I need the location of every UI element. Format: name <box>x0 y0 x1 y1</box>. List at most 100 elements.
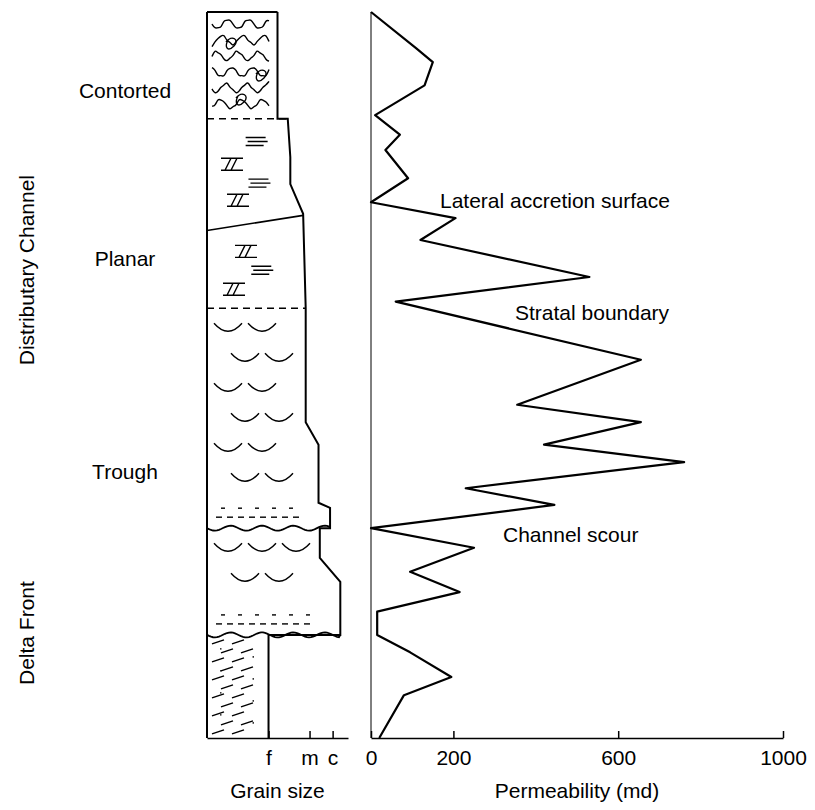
pebble <box>216 516 222 517</box>
annotation: Channel scour <box>503 523 638 546</box>
pebble <box>255 507 259 508</box>
trough-cross-bed <box>214 323 242 331</box>
dot <box>253 722 255 723</box>
lamination <box>232 676 244 680</box>
lamination <box>241 721 253 725</box>
tick: m <box>301 731 319 769</box>
grain-size-profile <box>269 12 341 738</box>
planar-cross-bed <box>227 194 249 206</box>
contorted-curl <box>226 38 236 49</box>
trough-cross-bed <box>248 443 276 451</box>
axis-line <box>372 738 784 740</box>
pebble <box>272 507 276 508</box>
axis-line <box>208 738 349 740</box>
trough-cross-bed <box>248 383 276 391</box>
trough-cross-bed <box>231 413 259 421</box>
scour-surface <box>207 526 330 531</box>
tick-label: m <box>301 746 319 769</box>
pebble <box>272 614 276 615</box>
trough-cross-bed <box>231 353 259 361</box>
trough-cross-bed <box>265 353 293 361</box>
dot <box>253 678 255 679</box>
contorted-bedding <box>212 35 269 46</box>
lamination <box>212 658 224 662</box>
permeability-panel: 02006001000Permeability (md)Lateral accr… <box>366 12 807 802</box>
pebble <box>227 623 233 624</box>
tick-mark <box>783 731 785 738</box>
pebble <box>227 516 233 517</box>
trough-cross-bed <box>214 443 242 451</box>
trough-cross-bed <box>265 473 293 481</box>
tick-label: 600 <box>601 746 636 769</box>
pebble <box>238 614 242 615</box>
lamination <box>212 712 224 716</box>
tick-mark <box>371 731 373 738</box>
dot <box>220 670 222 671</box>
tick-mark <box>309 731 311 738</box>
contorted-bedding <box>212 51 269 61</box>
sedimentary-structures <box>207 20 310 734</box>
axis-title: Permeability (md) <box>495 779 660 802</box>
lamination <box>221 649 233 653</box>
planar-cross-bed <box>235 245 257 257</box>
trough-cross-bed <box>214 543 242 551</box>
pebble <box>293 623 299 624</box>
tick-mark <box>618 731 620 738</box>
trough-cross-bed <box>282 543 310 551</box>
tick: f <box>266 731 272 769</box>
pebble <box>249 516 255 517</box>
tick-mark <box>453 731 455 738</box>
dot <box>253 656 255 657</box>
pebble <box>293 516 299 517</box>
lamination <box>221 721 233 725</box>
lamination <box>232 658 244 662</box>
dot <box>220 714 222 715</box>
axis-title: Grain size <box>230 779 325 802</box>
lamination <box>241 649 253 653</box>
contorted-bedding <box>212 20 269 28</box>
planar-cross-bed <box>223 283 245 295</box>
pebble <box>271 516 277 517</box>
contorted-curl <box>236 94 246 105</box>
tick-label: c <box>328 746 339 769</box>
lamination <box>212 730 224 734</box>
facies-label: Trough <box>92 460 158 483</box>
contorted-curl <box>256 70 266 81</box>
permeability-curve <box>371 12 684 738</box>
pebble <box>260 623 266 624</box>
pebble <box>271 623 277 624</box>
lamination <box>232 712 244 716</box>
pebble <box>304 623 310 624</box>
lamination <box>232 730 244 734</box>
facies-boundary <box>207 118 288 120</box>
figure: fmcGrain sizeContortedPlanarTroughDistri… <box>0 0 815 810</box>
pebble <box>306 614 310 615</box>
trough-cross-bed <box>248 543 276 551</box>
lamination <box>232 640 244 644</box>
tick: 200 <box>436 731 471 769</box>
dot <box>253 700 255 701</box>
trough-cross-bed <box>248 323 276 331</box>
plot-area <box>207 12 340 738</box>
x-axis: 0 200 600 1000 <box>366 731 807 769</box>
tick-label: f <box>266 746 272 769</box>
dot <box>220 692 222 693</box>
lamination <box>251 266 273 274</box>
tick: 0 <box>366 731 378 769</box>
column-left-edge <box>206 12 208 738</box>
lamination <box>241 667 253 671</box>
pebble <box>221 507 225 508</box>
lithology-panel: fmcGrain sizeContortedPlanarTroughDistri… <box>15 12 349 802</box>
trough-cross-bed <box>231 473 259 481</box>
facies-boundary <box>207 307 306 309</box>
pebble <box>238 507 242 508</box>
pebble <box>282 516 288 517</box>
lamination <box>221 667 233 671</box>
lamination <box>212 676 224 680</box>
tick-label: 1000 <box>760 746 807 769</box>
pebble <box>282 623 288 624</box>
lamination <box>241 703 253 707</box>
contorted-bedding <box>212 81 269 92</box>
lamination <box>241 685 253 689</box>
facies-label: Planar <box>95 247 156 270</box>
